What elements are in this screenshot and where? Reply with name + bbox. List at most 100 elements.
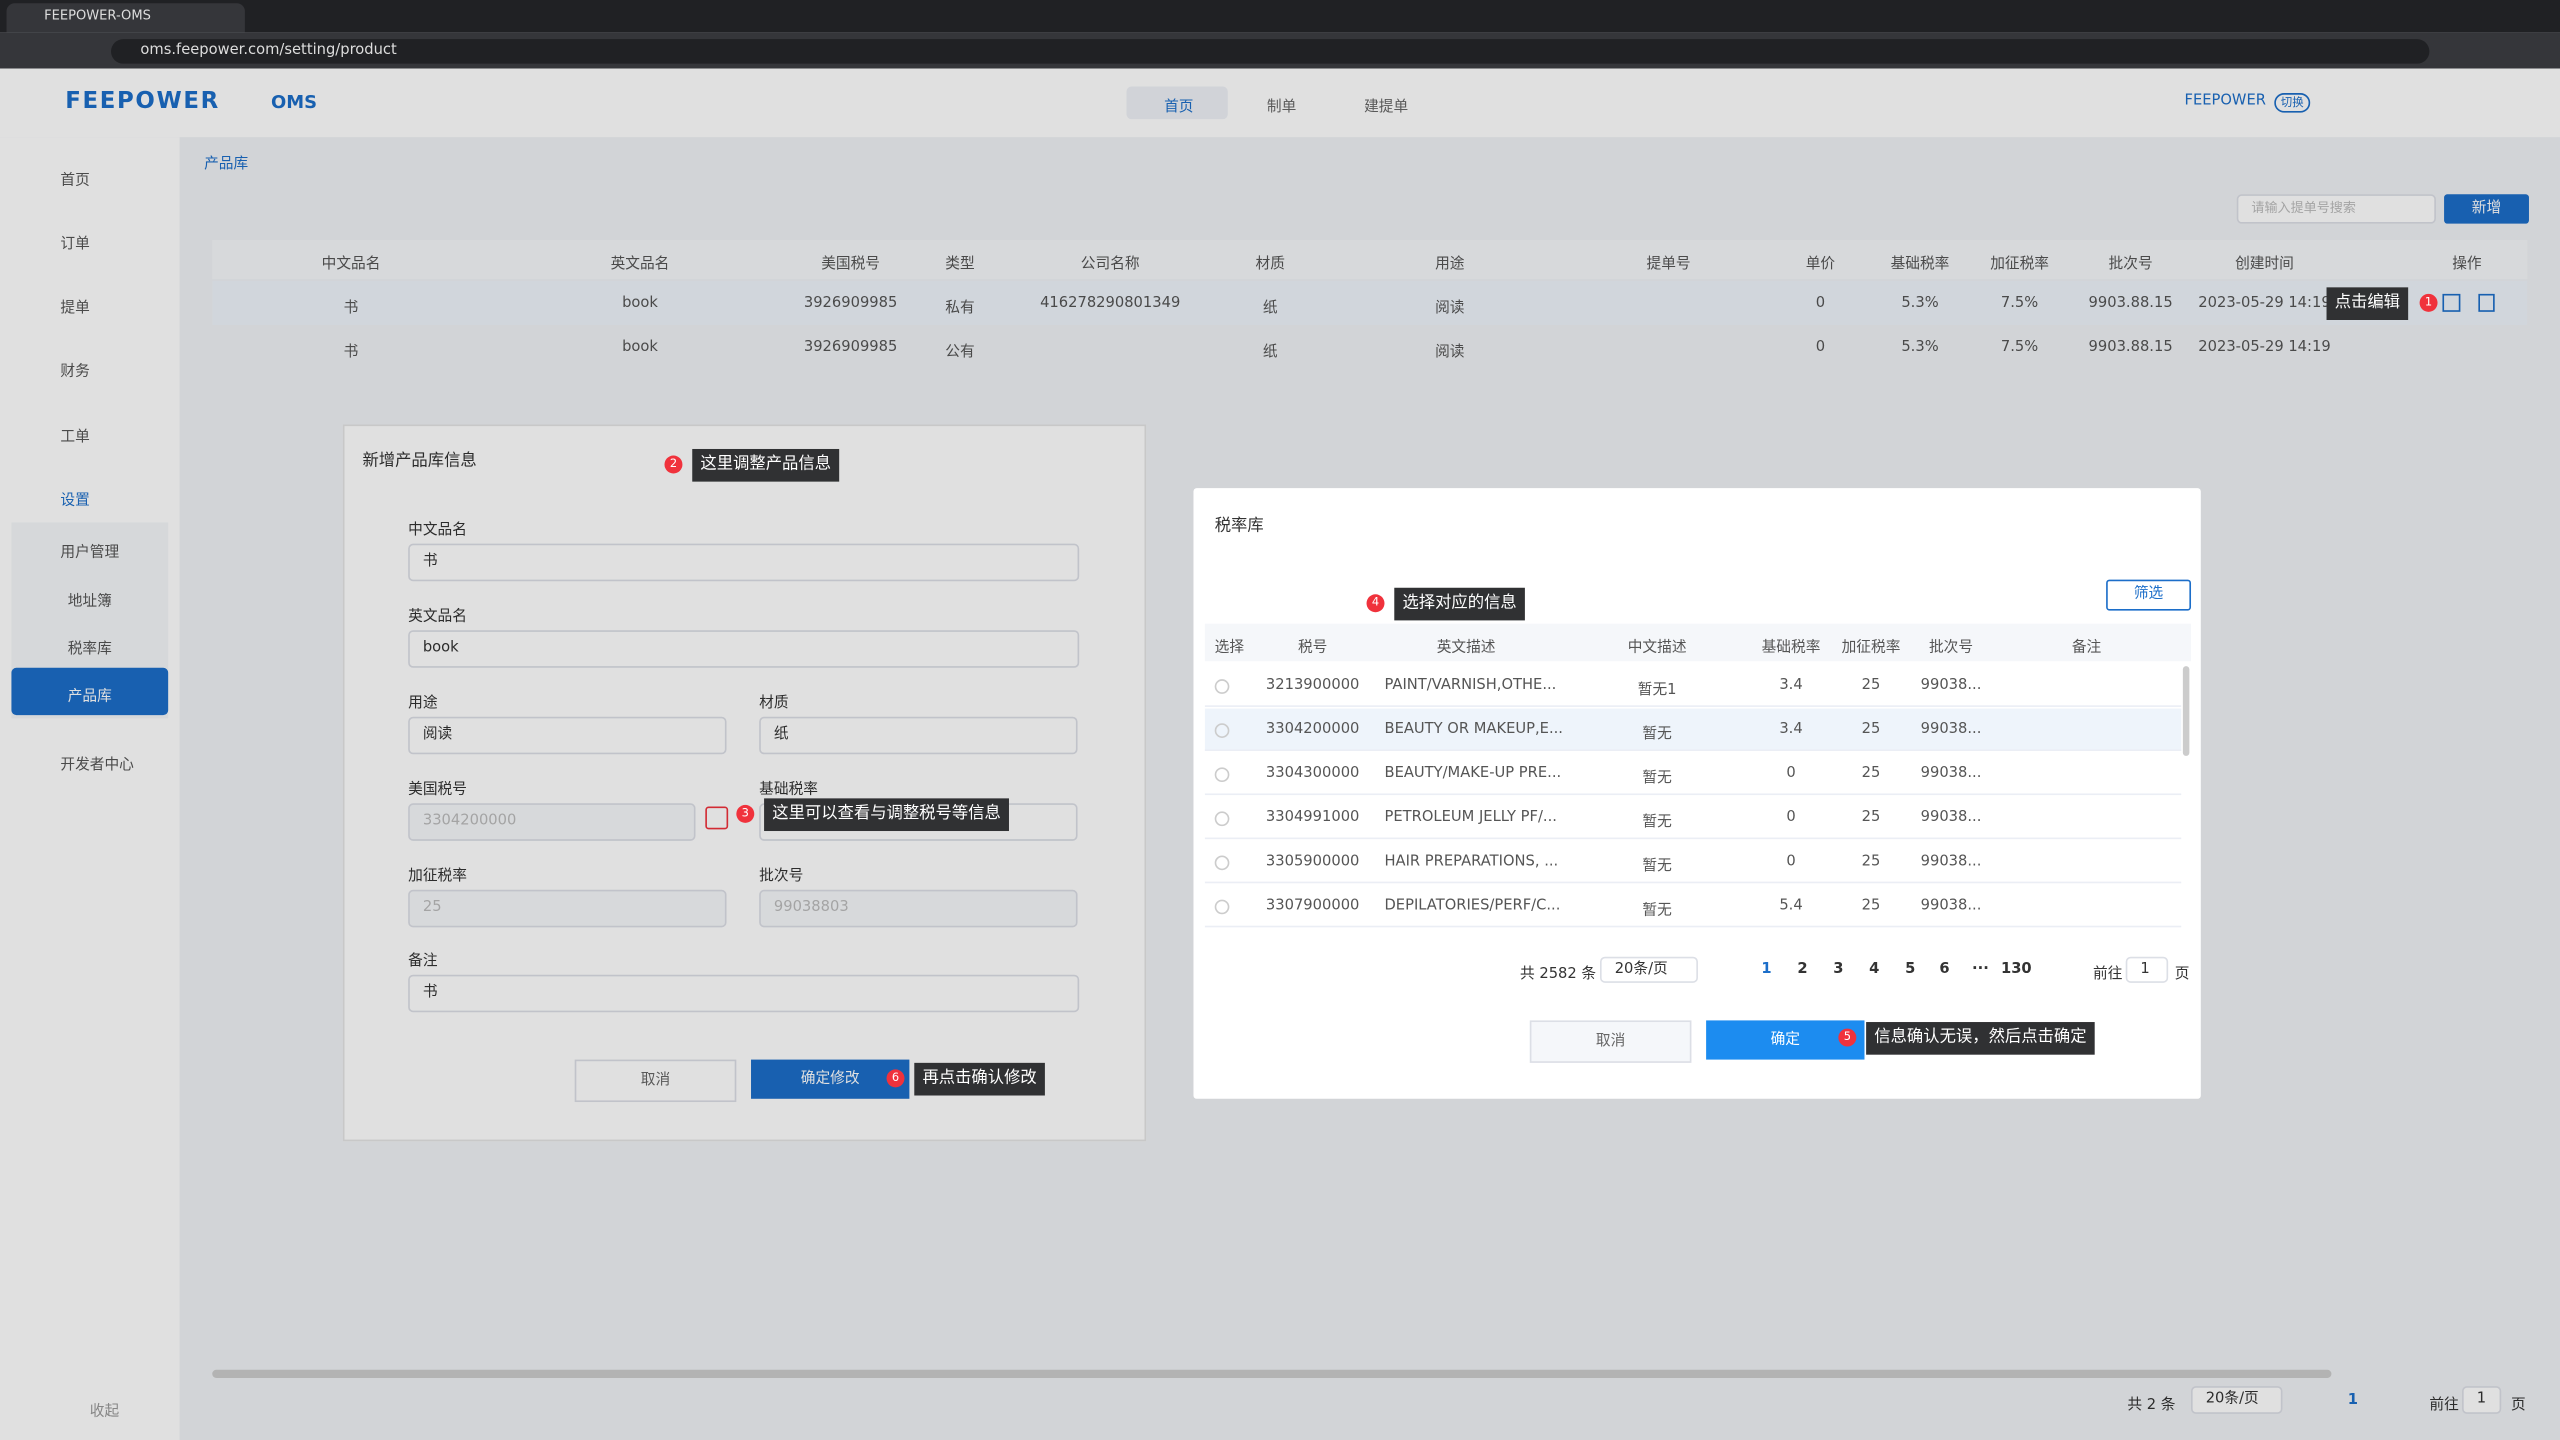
confirm-button[interactable]: 确定修改 (751, 1059, 910, 1099)
page-number[interactable]: ··· (1972, 961, 1989, 978)
tax-cell: 3.4 (1779, 677, 1803, 694)
page-number[interactable]: 130 (2000, 961, 2032, 978)
annotation: 点击编辑 (2326, 287, 2409, 320)
tax-cell: 25 (1861, 809, 1881, 827)
tab-title[interactable]: FEEPOWER-OMS (44, 8, 151, 23)
tax-header: 加征税率 (1841, 639, 1901, 657)
submenu-item[interactable]: 产品库 (67, 688, 112, 706)
field-input[interactable]: 书 (408, 543, 1080, 582)
page-size[interactable]: 20条/页 (2191, 1386, 2283, 1414)
tax-header: 备注 (2071, 639, 2102, 657)
radio[interactable] (1214, 855, 1230, 871)
row-line (1204, 925, 2182, 928)
menu-item[interactable]: 工单 (60, 429, 90, 446)
radio[interactable] (1214, 899, 1230, 915)
page-size[interactable]: 20条/页 (1599, 956, 1698, 983)
field-input[interactable]: 纸 (759, 716, 1078, 755)
menu-item[interactable]: 首页 (60, 173, 90, 190)
switch[interactable]: 切换 (2274, 93, 2311, 113)
annotation-number: 5 (1838, 1028, 1857, 1047)
field-input[interactable]: 书 (408, 974, 1080, 1013)
field-label: 中文品名 (408, 522, 467, 539)
tax-cell: 3.4 (1779, 721, 1803, 738)
annotation: 这里可以查看与调整税号等信息 (764, 798, 1009, 832)
table-cell: 纸 (1262, 300, 1278, 317)
url[interactable]: oms.feepower.com/setting/product (140, 42, 397, 59)
field-label: 备注 (408, 953, 438, 970)
field-input[interactable]: 3304200000 (408, 803, 696, 841)
tax-cell: 暂无 (1642, 814, 1672, 832)
field-label: 材质 (759, 695, 789, 712)
goto-input[interactable]: 1 (2462, 1386, 2502, 1414)
user-name[interactable]: FEEPOWER (2184, 93, 2266, 110)
tax-cell: 0 (1786, 853, 1796, 871)
annotation: 再点击确认修改 (914, 1062, 1045, 1096)
tab (6, 3, 245, 33)
page-number[interactable]: 5 (1905, 961, 1916, 978)
annotation-number: 3 (736, 804, 755, 823)
submenu-item[interactable]: 地址簿 (67, 594, 112, 611)
field-input[interactable]: book (408, 630, 1080, 668)
table-header: 材质 (1255, 256, 1285, 273)
tab-bar (0, 0, 2560, 33)
field-input[interactable]: 阅读 (408, 716, 727, 755)
dialog-title: 新增产品库信息 (362, 452, 477, 471)
menu-item[interactable]: 开发者中心 (60, 757, 134, 774)
page-number[interactable]: 6 (1939, 961, 1950, 978)
collapse[interactable]: 收起 (89, 1404, 120, 1421)
table-header: 公司名称 (1080, 256, 1140, 273)
tax-cell: 99038... (1920, 897, 1982, 915)
page-total: 共 2 条 (2127, 1397, 2176, 1414)
filter-button[interactable]: 筛选 (2106, 579, 2192, 611)
menu-item[interactable]: 订单 (60, 236, 90, 254)
tax-search-icon[interactable] (705, 806, 729, 830)
breadcrumb[interactable]: 产品库 (204, 156, 249, 174)
new-button[interactable]: 新增 (2444, 194, 2529, 224)
goto-input[interactable]: 1 (2125, 956, 2169, 983)
tax-cell: 5.4 (1779, 897, 1803, 915)
table-cell: book (622, 339, 658, 356)
menu-item[interactable]: 设置 (60, 493, 90, 510)
submenu-item[interactable]: 用户管理 (60, 545, 120, 562)
table-cell: 5.3% (1901, 295, 1939, 312)
logo: FEEPOWER (65, 88, 220, 115)
menu-item[interactable]: 财务 (60, 364, 90, 381)
edit-icon[interactable] (2442, 293, 2461, 312)
radio[interactable] (1214, 811, 1230, 827)
table-cell: 阅读 (1435, 300, 1465, 317)
tax-cell: 3307900000 (1265, 897, 1360, 915)
field-input[interactable]: 25 (408, 889, 727, 928)
header (0, 68, 2560, 138)
table-cell: 7.5% (2000, 339, 2039, 356)
page-number[interactable]: 3 (1833, 961, 1844, 978)
page-number[interactable]: 2 (1797, 961, 1808, 978)
cancel-button[interactable]: 取消 (574, 1059, 737, 1103)
table-header: 提单号 (1646, 256, 1691, 273)
tax-cell: 3304200000 (1265, 721, 1360, 738)
radio[interactable] (1214, 767, 1230, 783)
page-number[interactable]: 4 (1869, 961, 1880, 978)
table-cell: 416278290801349 (1040, 295, 1181, 312)
radio[interactable] (1214, 723, 1230, 738)
field-input[interactable]: 99038803 (759, 889, 1078, 928)
tax-cell: 99038... (1920, 809, 1982, 827)
confirm-button[interactable]: 确定 (1706, 1020, 1865, 1060)
cancel-button[interactable]: 取消 (1529, 1020, 1692, 1063)
page-current[interactable]: 1 (2347, 1392, 2358, 1409)
menu-item[interactable]: 提单 (60, 300, 90, 317)
tax-header: 英文描述 (1436, 639, 1496, 657)
nav-item[interactable]: 制单 (1266, 99, 1297, 116)
page-number[interactable]: 1 (1761, 961, 1772, 978)
table-header: 单价 (1805, 256, 1836, 273)
table-cell: 5.3% (1901, 339, 1939, 356)
field-label: 批次号 (759, 868, 804, 885)
table-cell: 7.5% (2000, 295, 2039, 312)
submenu-item[interactable]: 税率库 (67, 641, 112, 658)
search[interactable]: 请输入提单号搜索 (2236, 194, 2436, 224)
delete-icon[interactable] (2478, 293, 2495, 312)
radio[interactable] (1214, 679, 1230, 694)
nav-item[interactable]: 首页 (1164, 99, 1194, 116)
nav-item[interactable]: 建提单 (1364, 99, 1409, 116)
